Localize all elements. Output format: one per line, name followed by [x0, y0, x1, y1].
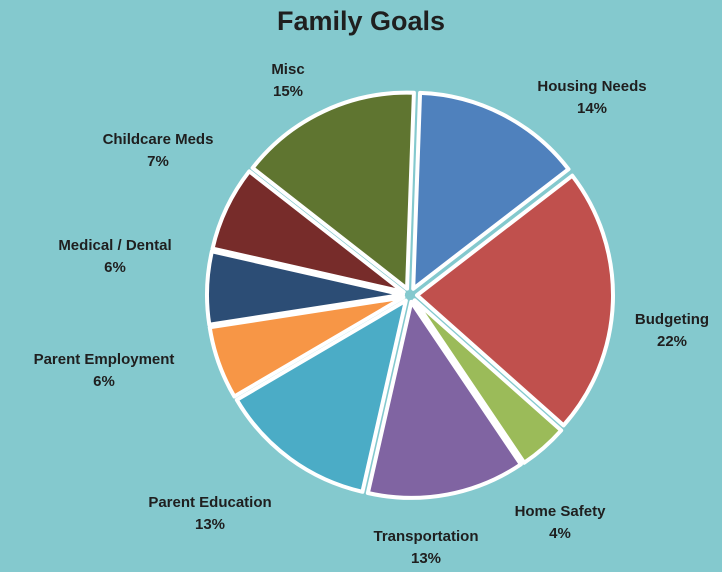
slice-percent-budgeting: 22% [657, 333, 687, 350]
slice-label-housing-needs: Housing Needs [537, 78, 646, 95]
slice-label-budgeting: Budgeting [635, 311, 709, 328]
pie-slice-childcare-meds [210, 169, 406, 294]
slice-percent-home-safety: 4% [549, 525, 571, 542]
pie-slice-housing-needs [411, 90, 571, 291]
slice-percent-transportation: 13% [411, 550, 441, 567]
slice-percent-housing-needs: 14% [577, 100, 607, 117]
pie-slice-home-safety [412, 298, 564, 465]
slice-label-parent-employment: Parent Employment [34, 351, 175, 368]
slice-percent-medical-dental: 6% [104, 259, 126, 276]
slice-label-home-safety: Home Safety [515, 503, 607, 520]
pie-slice-transportation [365, 299, 523, 500]
slice-percent-parent-education: 13% [195, 516, 225, 533]
slice-percent-childcare-meds: 7% [147, 153, 169, 170]
pie-slice-parent-education [234, 298, 408, 494]
pie-slice-parent-employment [207, 295, 406, 399]
slice-label-medical-dental: Medical / Dental [58, 237, 171, 254]
slice-label-childcare-meds: Childcare Meds [103, 131, 214, 148]
slice-label-misc: Misc [271, 61, 304, 78]
slice-percent-parent-employment: 6% [93, 373, 115, 390]
slice-label-transportation: Transportation [373, 528, 478, 545]
slice-percent-misc: 15% [273, 83, 303, 100]
pie-slice-medical-dental [205, 249, 406, 327]
pie-slice-budgeting [414, 173, 615, 428]
slice-label-parent-education: Parent Education [148, 494, 271, 511]
pie-slice-misc [250, 90, 416, 291]
chart-title: Family Goals [276, 6, 446, 36]
